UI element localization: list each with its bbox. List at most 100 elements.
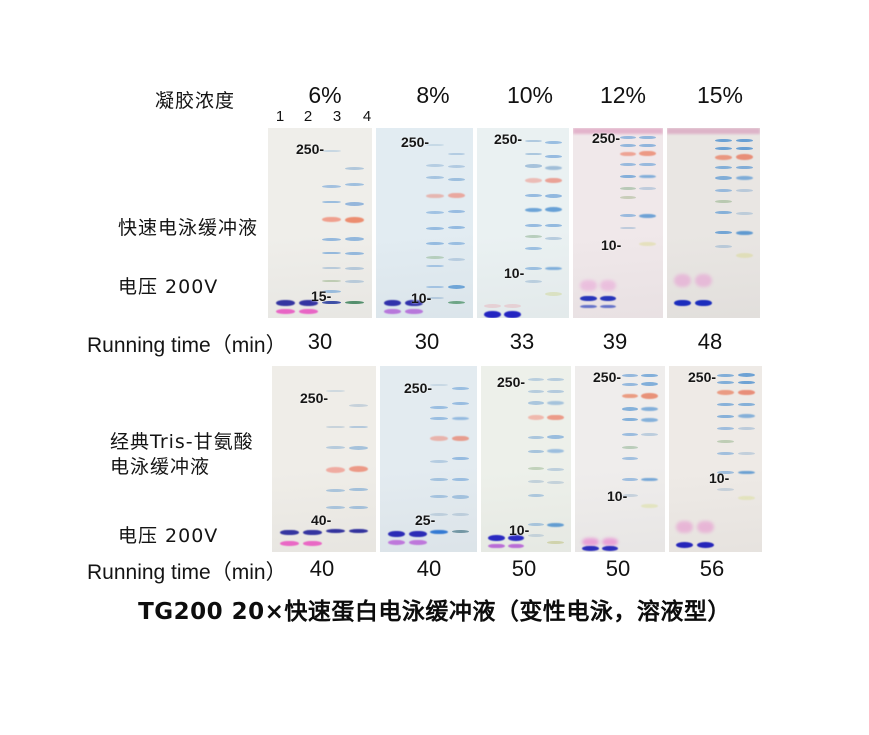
- gel-band: [676, 542, 694, 548]
- lane-number-3: 3: [332, 108, 342, 125]
- row1-running-time-label: Running time（min）: [87, 334, 287, 357]
- row2-time-12pct: 50: [605, 556, 631, 581]
- lane-number-4: 4: [362, 108, 372, 125]
- gel-band: [547, 540, 565, 544]
- gel-band: [601, 538, 619, 547]
- row1-time-8pct: 30: [414, 329, 440, 354]
- gel-band: [447, 165, 466, 168]
- gel-band: [321, 217, 342, 223]
- gel-band: [325, 506, 346, 510]
- gel-band: [619, 151, 637, 157]
- gel-band: [524, 193, 542, 197]
- gel-band: [321, 280, 342, 283]
- row1-time-10pct: 33: [509, 329, 535, 354]
- row2-time-10pct: 50: [511, 556, 537, 581]
- figure-caption: TG200 20×快速蛋白电泳缓冲液（变性电泳，溶液型）: [138, 599, 731, 625]
- gel-12pct-r0-lane-2: [598, 128, 618, 318]
- gel-band: [430, 477, 449, 481]
- gel-band: [547, 435, 565, 439]
- gel-band: [619, 135, 637, 139]
- gel-band: [715, 154, 733, 160]
- gel-band: [504, 311, 522, 318]
- gel-band: [547, 389, 565, 394]
- gel-band: [639, 143, 657, 147]
- mw-label-r1c0-bottom: 40-: [311, 512, 332, 528]
- gel-band: [621, 445, 639, 449]
- gel-12pct-r0-lane-4-marker: [638, 128, 658, 318]
- gel-band: [641, 392, 659, 399]
- gel-band: [504, 304, 522, 308]
- gel-band: [544, 223, 562, 228]
- gel-band: [527, 534, 545, 538]
- gel-panel-10pct-classic: [481, 366, 571, 552]
- gel-band: [639, 214, 657, 219]
- gel-band: [676, 521, 694, 534]
- gel-band: [737, 427, 755, 431]
- row2-buffer-label-line2: 电泳缓冲液: [110, 456, 211, 478]
- gel-6pct-r1-lane-2: [301, 366, 324, 552]
- gel-band: [302, 540, 323, 546]
- gel-band: [321, 266, 342, 270]
- mw-label-r1c2-top: 250-: [497, 374, 526, 390]
- gel-band: [579, 280, 597, 292]
- gel-band: [735, 146, 753, 151]
- gel-band: [715, 200, 733, 204]
- gel-background: [481, 366, 571, 552]
- gel-band: [524, 235, 542, 238]
- gel-15pct-r0-lane-4-marker: [734, 128, 754, 318]
- row2-running-time-label: Running time（min）: [87, 561, 287, 584]
- gel-15pct-r1-lane-3-marker: [716, 366, 736, 552]
- gel-band: [524, 152, 542, 156]
- gel-top-edge: [667, 128, 760, 134]
- gel-band: [524, 266, 542, 270]
- gel-band: [737, 373, 755, 377]
- gel-band: [430, 459, 449, 463]
- mw-label-r1c0-top: 250-: [300, 390, 329, 406]
- gel-band: [621, 457, 639, 461]
- gel-15pct-r1-lane-2: [695, 366, 715, 552]
- row2-voltage-label: 电压 200V: [118, 525, 219, 547]
- gel-band: [544, 194, 562, 198]
- gel-band: [717, 487, 735, 491]
- gel-band: [735, 176, 753, 181]
- gel-band: [344, 216, 364, 223]
- gel-band: [426, 176, 445, 180]
- gel-band: [599, 280, 617, 292]
- gel-band: [579, 304, 597, 309]
- gel-band: [694, 274, 712, 287]
- mw-label-r0c2-top: 250-: [494, 131, 523, 147]
- gel-band: [544, 166, 562, 170]
- gel-band: [325, 529, 346, 534]
- gel-band: [735, 188, 753, 192]
- gel-band: [408, 540, 427, 546]
- gel-band: [451, 435, 470, 442]
- gel-band: [404, 308, 423, 315]
- lane-number-2: 2: [303, 108, 313, 125]
- gel-band: [547, 467, 565, 471]
- gel-band: [641, 418, 659, 422]
- gel-band: [484, 304, 502, 308]
- gel-band: [544, 292, 562, 296]
- gel-6pct-r0-lane-2: [297, 128, 320, 318]
- gel-band: [430, 383, 449, 386]
- gel-band: [426, 296, 445, 300]
- gel-band: [527, 401, 545, 405]
- gel-band: [321, 200, 342, 204]
- gel-band: [430, 495, 449, 499]
- gel-band: [621, 407, 639, 411]
- mw-label-r1c1-top: 250-: [404, 380, 433, 396]
- mw-label-r0c3-bottom: 10-: [601, 237, 622, 253]
- gel-band: [735, 230, 753, 235]
- gel-band: [717, 414, 735, 419]
- mw-label-r0c3-top: 250-: [592, 130, 621, 146]
- row1-voltage-label: 电压 200V: [118, 276, 219, 298]
- gel-band: [639, 174, 657, 179]
- gel-band: [447, 210, 466, 214]
- gel-band: [451, 495, 470, 499]
- gel-band: [426, 211, 445, 214]
- gel-band: [348, 529, 368, 534]
- gel-band: [276, 309, 296, 315]
- gel-band: [527, 480, 545, 484]
- gel-top-edge: [573, 128, 663, 134]
- gel-band: [621, 374, 639, 378]
